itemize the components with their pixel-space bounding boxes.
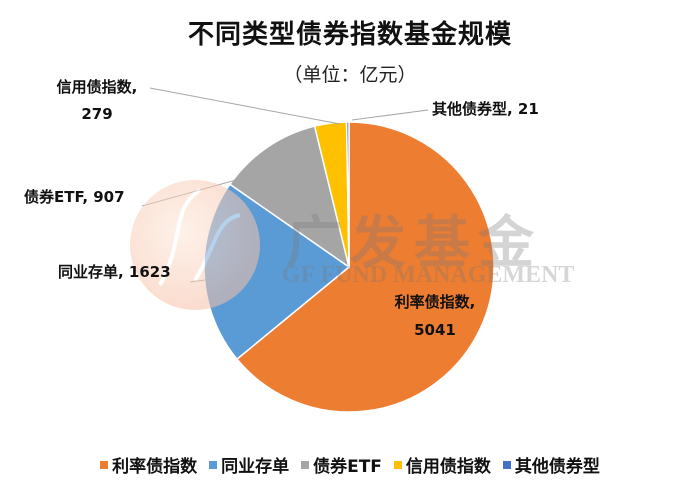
- watermark-en: GF FUND MANAGEMENT: [282, 262, 575, 288]
- legend-swatch-icon: [393, 460, 402, 469]
- legend-item-rate-bond: 利率债指数: [100, 452, 197, 477]
- leader-line-credit: [149, 87, 341, 125]
- pie-slices: [203, 121, 495, 413]
- legend-swatch-icon: [301, 460, 310, 469]
- legend-swatch-icon: [209, 460, 218, 469]
- watermark-cn: 广发基金: [286, 211, 542, 276]
- watermark-logo-icon: [130, 180, 260, 310]
- legend-item-ncd: 同业存单: [209, 452, 289, 477]
- data-label-credit-name: 信用债指数,: [56, 78, 138, 96]
- data-label-credit-value: 279: [81, 105, 113, 123]
- data-label-rate-bond-name: 利率债指数,: [394, 293, 476, 311]
- data-label-credit: 信用债指数, 279: [42, 77, 152, 124]
- data-label-rate-bond-value: 5041: [414, 321, 456, 339]
- pie-slice-4: [345, 121, 350, 268]
- data-label-ncd: 同业存单, 1623: [58, 263, 171, 281]
- legend-swatch-icon: [502, 460, 511, 469]
- chart-legend: 利率债指数 同业存单 债券ETF 信用债指数 其他债券型: [0, 452, 700, 477]
- legend-item-credit: 信用债指数: [393, 452, 491, 477]
- legend-swatch-icon: [100, 460, 109, 469]
- data-label-bond-etf: 债券ETF, 907: [24, 188, 125, 206]
- pie-slice-0: [235, 121, 495, 413]
- chart-subtitle: （单位：亿元）: [283, 64, 417, 86]
- leader-line-other: [351, 109, 429, 121]
- legend-item-other: 其他债券型: [502, 452, 600, 477]
- legend-item-bond-etf: 债券ETF: [301, 452, 382, 477]
- data-label-other: 其他债券型, 21: [432, 100, 539, 118]
- chart-title: 不同类型债券指数基金规模: [187, 20, 512, 50]
- data-label-rate-bond: 利率债指数, 5041: [380, 292, 490, 340]
